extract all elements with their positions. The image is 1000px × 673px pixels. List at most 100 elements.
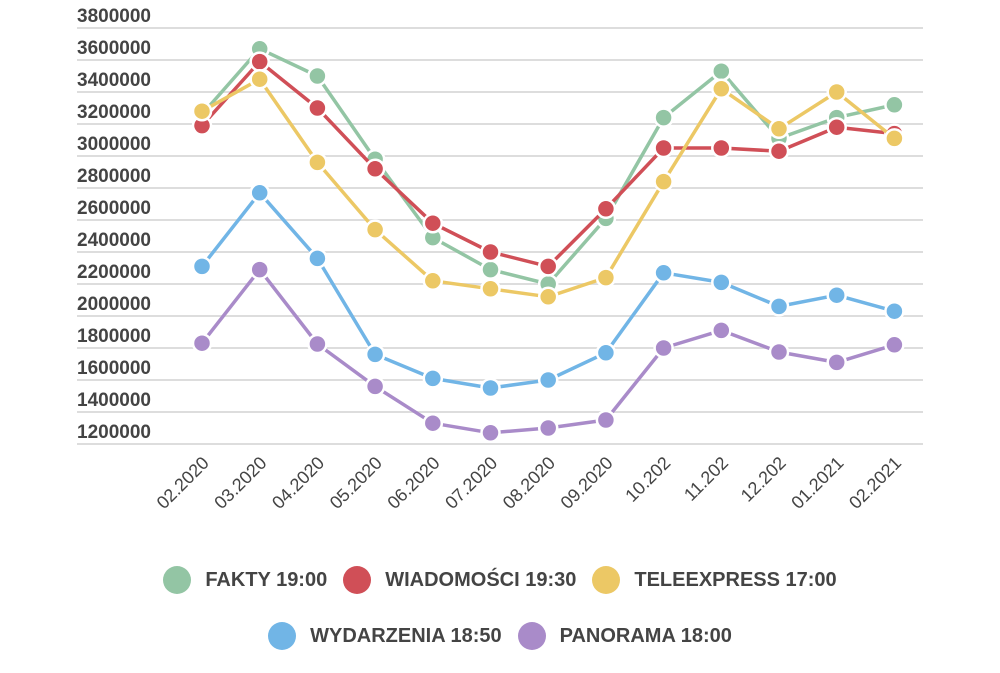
x-tick-label: 10.202 [621,453,674,506]
legend-swatch-fakty [163,566,192,594]
data-point[interactable] [307,152,328,173]
data-point[interactable] [884,300,905,322]
legend-label-teleexpress: TELEEXPRESS 17:00 [634,568,837,591]
data-point[interactable] [249,182,270,204]
data-point[interactable] [249,51,270,72]
data-point[interactable] [422,270,444,292]
legend-swatch-teleexpress [592,566,621,594]
data-point[interactable] [364,219,386,240]
legend-item-wiadomosci[interactable]: WIADOMOŚCI 19:30 [343,566,576,594]
data-point[interactable] [480,278,501,300]
y-tick-label: 3600000 [77,38,151,59]
x-tick-label: 04.2020 [268,453,328,513]
x-tick-label: 05.2020 [326,453,386,513]
line-chart: 3800000 3600000 3400000 3200000 3000000 28000… [77,6,923,513]
legend-label-wydarzenia: WYDARZENIA 18:50 [310,624,502,647]
data-point[interactable] [480,422,501,444]
data-point[interactable] [249,259,270,280]
data-point[interactable] [364,376,386,397]
data-point[interactable] [884,334,905,356]
y-tick-label: 3000000 [77,134,151,155]
data-point[interactable] [711,272,732,293]
data-point[interactable] [537,256,559,277]
grid-lines [77,27,923,445]
data-point[interactable] [422,212,444,234]
legend-item-teleexpress[interactable]: TELEEXPRESS 17:00 [592,566,837,594]
data-point[interactable] [653,107,674,128]
y-tick-label: 1600000 [77,358,151,379]
data-point[interactable] [595,409,617,431]
legend-item-fakty[interactable]: FAKTY 19:00 [163,566,327,594]
y-axis-ticks: 3800000 3600000 3400000 3200000 3000000 28000… [77,6,151,443]
data-point[interactable] [191,100,213,122]
data-point[interactable] [711,78,732,100]
x-tick-label: 06.2020 [383,453,443,513]
data-point[interactable] [595,342,617,364]
data-point[interactable] [480,241,501,263]
data-point[interactable] [653,171,674,192]
data-point[interactable] [826,116,847,138]
x-tick-label: 12.202 [737,453,790,506]
y-tick-label: 3200000 [77,102,151,123]
data-point[interactable] [422,368,444,389]
series-2 [191,68,905,308]
data-point[interactable] [711,320,732,341]
legend-swatch-wydarzenia [268,622,297,650]
data-point[interactable] [653,337,674,359]
x-axis-ticks: 02.202003.202004.202005.202006.202007.20… [153,453,906,513]
legend-swatch-panorama [517,622,546,650]
x-tick-label: 03.2020 [210,453,270,513]
data-point[interactable] [768,140,790,162]
x-tick-label: 02.2021 [845,453,905,513]
data-point[interactable] [480,377,501,399]
data-point[interactable] [768,118,790,140]
data-point[interactable] [307,97,328,119]
x-tick-label: 02.2020 [153,453,213,513]
series-4 [191,259,905,444]
data-point[interactable] [595,267,617,288]
data-point[interactable] [537,417,559,439]
data-point[interactable] [249,68,270,90]
data-point[interactable] [307,65,328,87]
data-point[interactable] [653,137,674,159]
y-tick-label: 3800000 [77,6,151,27]
data-point[interactable] [595,198,617,220]
legend-label-wiadomosci: WIADOMOŚCI 19:30 [385,568,577,591]
data-point[interactable] [537,286,559,308]
y-tick-label: 2000000 [77,294,151,315]
x-tick-label: 01.2021 [787,453,847,513]
series-0 [191,38,905,295]
data-point[interactable] [307,333,328,355]
data-point[interactable] [307,248,328,269]
y-tick-label: 2800000 [77,166,151,187]
y-tick-label: 1400000 [77,390,151,411]
data-point[interactable] [364,344,386,365]
data-point[interactable] [826,352,847,373]
data-point[interactable] [422,412,444,434]
series-3 [191,182,905,399]
data-point[interactable] [537,369,559,391]
legend-label-fakty: FAKTY 19:00 [205,568,328,591]
legend-item-panorama[interactable]: PANORAMA 18:00 [517,622,732,650]
data-point[interactable] [884,94,905,116]
legend-swatch-wiadomosci [343,566,372,594]
legend-label-panorama: PANORAMA 18:00 [559,624,732,647]
data-point[interactable] [711,137,732,159]
data-point[interactable] [653,262,674,284]
y-tick-label: 1800000 [77,326,151,347]
legend-item-wydarzenia[interactable]: WYDARZENIA 18:50 [268,622,502,650]
series-1 [191,51,905,277]
data-point[interactable] [826,284,847,306]
data-point[interactable] [768,341,790,363]
series-lines [191,38,905,444]
x-tick-label: 08.2020 [499,453,559,513]
data-point[interactable] [826,81,847,103]
data-point[interactable] [191,256,213,277]
data-point[interactable] [480,259,501,280]
data-point[interactable] [711,60,732,82]
data-point[interactable] [191,332,213,354]
data-point[interactable] [884,128,905,149]
data-point[interactable] [768,296,790,317]
legend-row-1: FAKTY 19:00 WIADOMOŚCI 19:30 TELEEXPRESS… [0,566,1000,594]
data-point[interactable] [364,158,386,180]
